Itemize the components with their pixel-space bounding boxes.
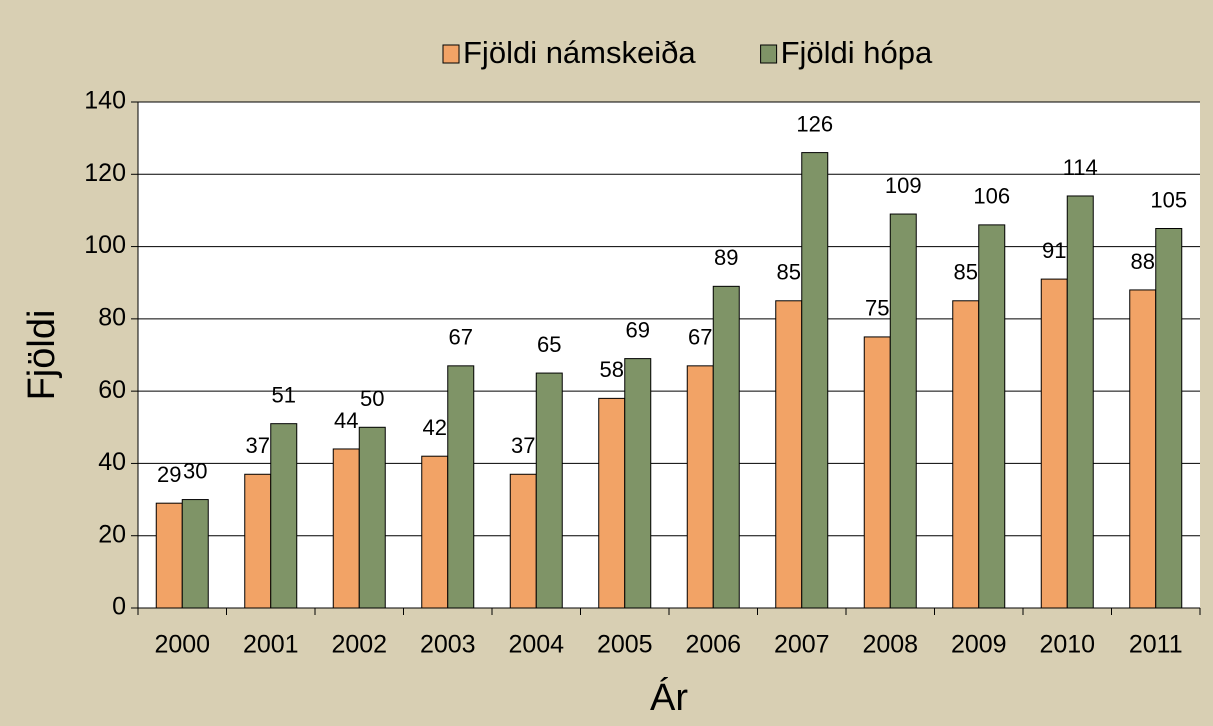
x-tick-label: 2008 bbox=[862, 631, 918, 659]
x-tick-label: 2004 bbox=[508, 631, 564, 659]
y-tick-label: 40 bbox=[98, 448, 126, 476]
bar bbox=[952, 300, 980, 609]
value-label: 88 bbox=[1131, 249, 1155, 274]
x-tick-label: 2010 bbox=[1039, 631, 1095, 659]
value-label: 91 bbox=[1042, 238, 1066, 263]
bar bbox=[775, 300, 803, 609]
y-tick-label: 0 bbox=[112, 593, 126, 621]
value-label: 126 bbox=[796, 111, 833, 136]
bar bbox=[598, 397, 626, 609]
y-tick-label: 140 bbox=[84, 87, 126, 115]
x-tick-label: 2000 bbox=[154, 631, 210, 659]
value-label: 89 bbox=[714, 245, 738, 270]
bar bbox=[155, 502, 183, 609]
bar bbox=[1066, 195, 1094, 609]
bar bbox=[358, 426, 386, 609]
bar bbox=[1129, 289, 1157, 609]
plot-area bbox=[138, 102, 1200, 608]
value-label: 69 bbox=[626, 317, 650, 342]
bar bbox=[889, 213, 917, 609]
x-tick-label: 2003 bbox=[420, 631, 476, 659]
legend-swatch bbox=[760, 44, 778, 64]
x-tick-label: 2006 bbox=[685, 631, 741, 659]
value-label: 37 bbox=[246, 433, 270, 458]
x-tick-label: 2001 bbox=[243, 631, 299, 659]
value-label: 85 bbox=[954, 260, 978, 285]
value-label: 85 bbox=[777, 260, 801, 285]
bar bbox=[1040, 278, 1068, 609]
x-tick-label: 2005 bbox=[597, 631, 653, 659]
y-tick-label: 80 bbox=[98, 303, 126, 331]
x-tick-label: 2009 bbox=[951, 631, 1007, 659]
bar bbox=[1155, 228, 1183, 609]
x-tick-label: 2011 bbox=[1129, 631, 1183, 659]
x-tick-label: 2007 bbox=[774, 631, 830, 659]
value-label: 58 bbox=[600, 357, 624, 382]
value-label: 29 bbox=[157, 462, 181, 487]
bar bbox=[978, 224, 1006, 609]
bar bbox=[447, 365, 475, 609]
value-label: 65 bbox=[537, 332, 561, 357]
value-label: 30 bbox=[183, 458, 207, 483]
bar bbox=[863, 336, 891, 609]
value-label: 67 bbox=[449, 325, 473, 350]
y-tick-label: 60 bbox=[98, 376, 126, 404]
bar bbox=[181, 499, 209, 609]
bar bbox=[535, 372, 563, 609]
bar bbox=[801, 152, 829, 609]
value-label: 37 bbox=[511, 433, 535, 458]
x-axis-title: Ár bbox=[650, 676, 688, 719]
y-axis-title: Fjöldi bbox=[21, 310, 63, 401]
value-label: 109 bbox=[885, 173, 922, 198]
value-label: 51 bbox=[272, 382, 296, 407]
y-tick-label: 20 bbox=[98, 520, 126, 548]
bar bbox=[686, 365, 714, 609]
value-label: 42 bbox=[423, 415, 447, 440]
legend-label: Fjöldi námskeiða bbox=[463, 35, 696, 70]
legend-swatch bbox=[442, 44, 460, 64]
value-label: 75 bbox=[865, 296, 889, 321]
bar bbox=[332, 448, 360, 609]
y-tick-label: 120 bbox=[84, 159, 126, 187]
value-label: 44 bbox=[334, 408, 358, 433]
bar bbox=[509, 473, 537, 609]
bar bbox=[624, 358, 652, 609]
bar bbox=[712, 285, 740, 609]
value-label: 67 bbox=[688, 325, 712, 350]
value-label: 105 bbox=[1150, 187, 1187, 212]
value-label: 106 bbox=[973, 184, 1010, 209]
value-label: 50 bbox=[360, 386, 384, 411]
bar bbox=[270, 423, 298, 609]
y-tick-label: 100 bbox=[84, 231, 126, 259]
bar bbox=[421, 455, 449, 609]
x-tick-label: 2002 bbox=[331, 631, 387, 659]
value-label: 114 bbox=[1063, 155, 1098, 180]
bar bbox=[244, 473, 272, 609]
legend-label: Fjöldi hópa bbox=[781, 35, 933, 70]
